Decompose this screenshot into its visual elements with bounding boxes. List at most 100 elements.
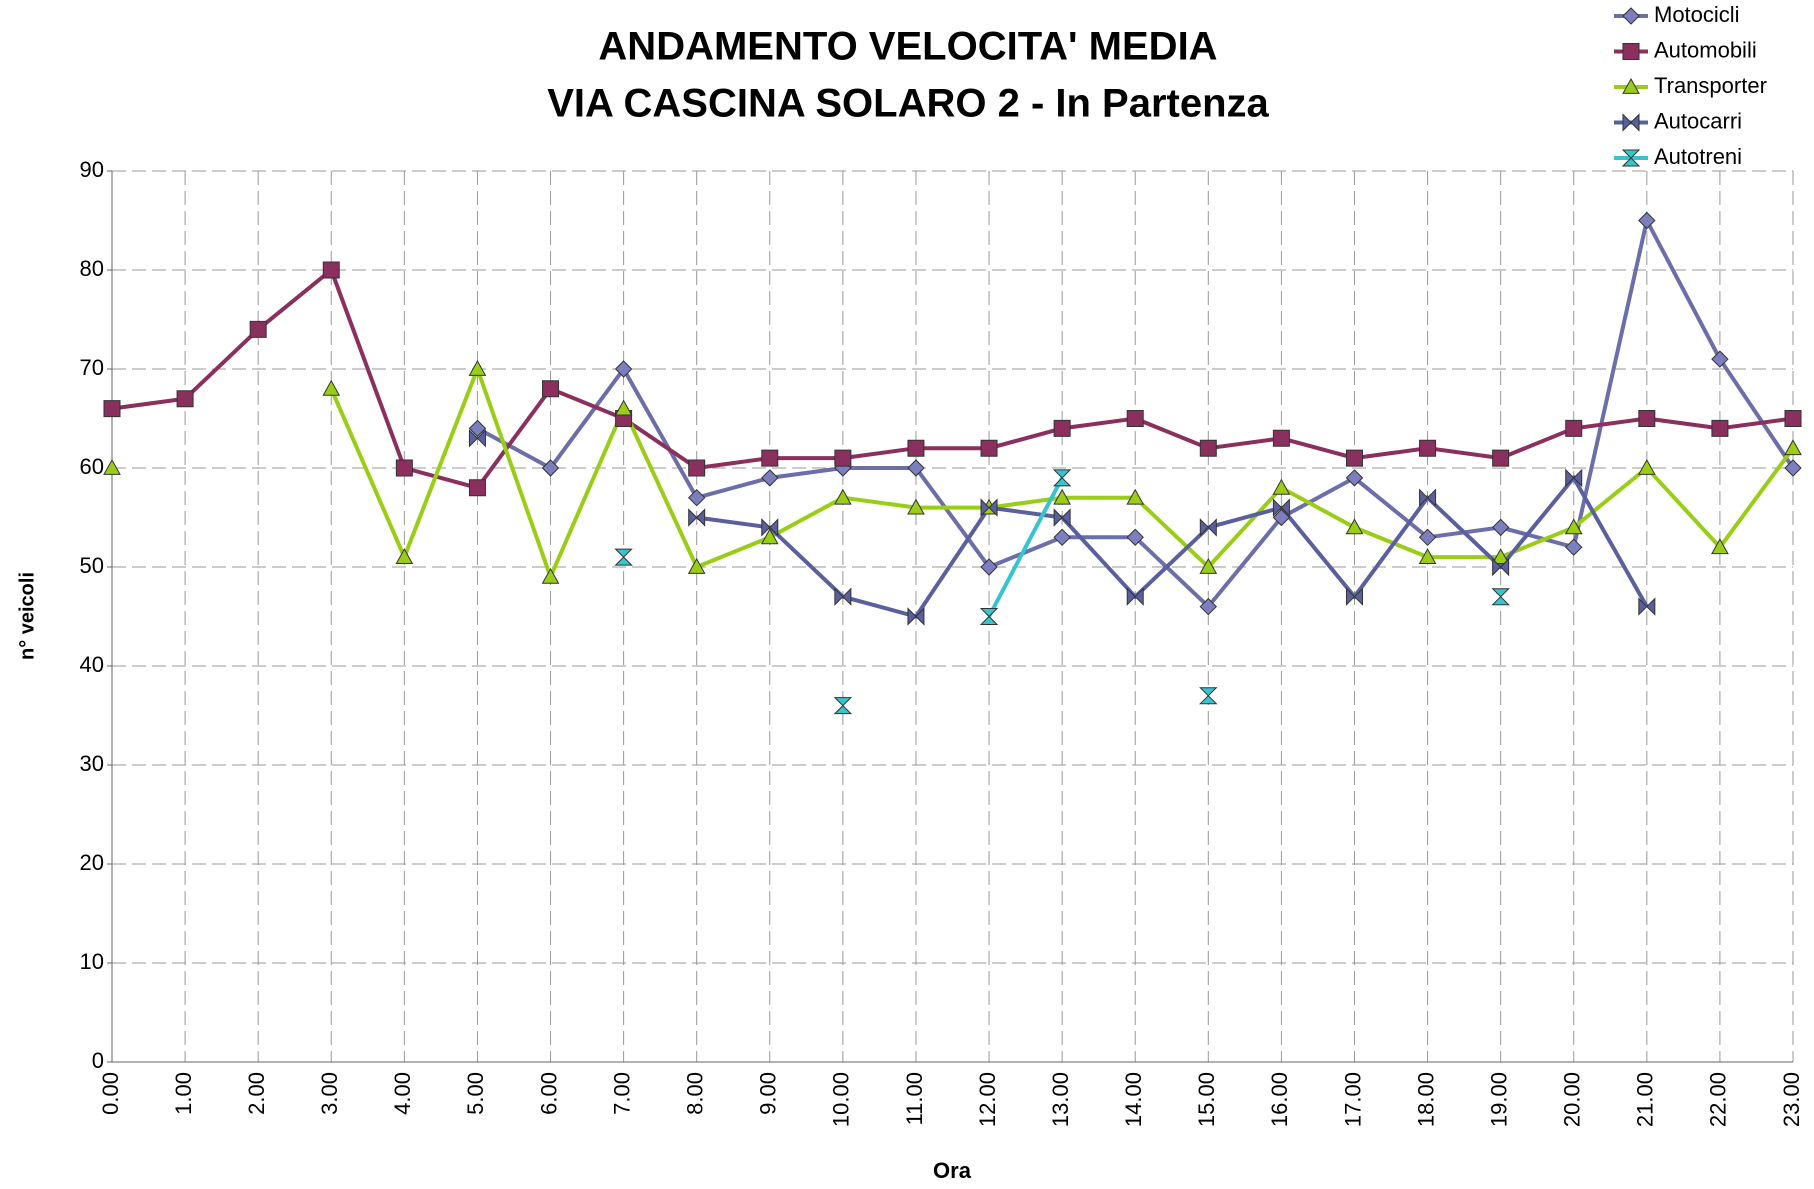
data-point (1419, 439, 1437, 457)
data-point (1419, 488, 1437, 507)
data-point (1565, 468, 1583, 488)
data-point (1199, 439, 1217, 457)
x-tick-label: 22.00 (1706, 1072, 1731, 1127)
data-point (1053, 419, 1071, 437)
data-point (833, 697, 853, 715)
data-point (688, 508, 706, 527)
data-point (834, 449, 852, 467)
x-tick-label: 12.00 (975, 1072, 1000, 1127)
data-point (980, 558, 998, 576)
x-tick-label: 10.00 (829, 1072, 854, 1127)
y-tick-label: 60 (80, 454, 104, 479)
x-tick-label: 7.00 (609, 1072, 634, 1115)
data-point (541, 459, 560, 477)
data-point (541, 567, 560, 584)
data-point (176, 390, 194, 408)
x-tick-label: 4.00 (390, 1072, 415, 1115)
data-point (1784, 439, 1802, 456)
data-point (614, 360, 633, 378)
x-tick-label: 3.00 (317, 1072, 342, 1115)
legend-label: Motocicli (1654, 2, 1740, 27)
y-tick-label: 20 (80, 850, 104, 875)
data-point (1053, 488, 1071, 505)
data-point (395, 459, 413, 477)
data-point (468, 429, 486, 448)
x-tick-label: 5.00 (463, 1072, 488, 1115)
x-tick-label: 23.00 (1779, 1072, 1804, 1127)
data-point (1199, 597, 1218, 616)
data-point (760, 528, 779, 545)
data-point (614, 548, 633, 566)
data-point (834, 587, 852, 606)
data-point (1711, 350, 1729, 368)
data-point (1638, 597, 1656, 616)
series-line (696, 474, 1649, 619)
x-axis-title: Ora (933, 1158, 972, 1183)
data-point (395, 548, 414, 564)
data-point (103, 458, 121, 475)
legend-marker (1622, 113, 1640, 132)
data-point (1637, 458, 1656, 475)
data-point (322, 379, 341, 396)
chart-subtitle: VIA CASCINA SOLARO 2 - In Partenza (547, 82, 1269, 126)
data-point (1345, 518, 1364, 535)
y-tick-label: 70 (80, 355, 104, 380)
legend-marker (1621, 149, 1641, 167)
legend-marker (1622, 77, 1640, 94)
data-point (1784, 410, 1802, 427)
data-point (1272, 508, 1291, 527)
y-tick-label: 50 (80, 553, 104, 578)
x-tick-label: 19.00 (1486, 1072, 1511, 1127)
data-point (1638, 211, 1656, 230)
data-point (1711, 538, 1729, 555)
data-point (1345, 449, 1363, 467)
y-tick-label: 10 (80, 949, 104, 974)
x-tick-label: 14.00 (1121, 1072, 1146, 1127)
x-tick-label: 11.00 (902, 1072, 927, 1125)
legend-label: Autocarri (1654, 108, 1742, 133)
data-point (1492, 557, 1510, 577)
legend-marker (1622, 43, 1640, 60)
data-point (468, 419, 487, 438)
data-point (687, 557, 706, 574)
x-tick-label: 8.00 (683, 1072, 708, 1115)
data-point (1126, 528, 1144, 547)
data-point (907, 439, 925, 457)
series-line (111, 266, 1794, 491)
data-point (979, 608, 999, 625)
data-point (834, 488, 852, 505)
data-point (1272, 498, 1290, 517)
x-tick-label: 20.00 (1560, 1072, 1585, 1127)
data-point (1565, 538, 1583, 556)
data-point (614, 399, 633, 416)
legend-marker (1622, 7, 1640, 25)
data-point (980, 498, 998, 517)
legend-label: Automobili (1654, 37, 1757, 62)
x-tick-label: 9.00 (756, 1072, 781, 1115)
data-point (1199, 518, 1217, 537)
data-point (1199, 557, 1218, 574)
data-point (103, 400, 121, 418)
x-tick-label: 16.00 (1267, 1072, 1292, 1127)
data-point (1345, 587, 1363, 606)
data-point (761, 469, 779, 487)
data-point (1418, 528, 1437, 547)
y-tick-label: 40 (80, 652, 104, 677)
x-tick-label: 2.00 (244, 1072, 269, 1115)
legend-label: Transporter (1654, 73, 1767, 98)
data-point (1638, 410, 1656, 427)
y-tick-label: 30 (80, 751, 104, 776)
data-point (761, 518, 779, 537)
data-point (1711, 419, 1729, 437)
data-point (1052, 469, 1072, 487)
data-point (1564, 518, 1583, 535)
data-point (249, 320, 267, 338)
data-point (1491, 588, 1510, 606)
data-point (1272, 429, 1290, 447)
data-point (1418, 548, 1437, 564)
data-point (1053, 528, 1071, 547)
data-point (761, 449, 779, 467)
data-point (907, 459, 925, 477)
